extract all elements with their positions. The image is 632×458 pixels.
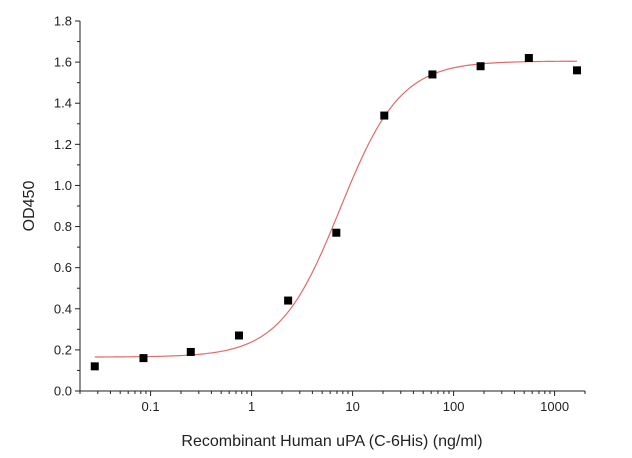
y-tick-label: 1.0 — [54, 178, 72, 193]
data-point — [428, 70, 437, 79]
data-point — [332, 228, 341, 237]
data-point — [524, 54, 533, 62]
y-tick-label: 0.2 — [54, 342, 72, 357]
plot-area — [79, 21, 585, 392]
y-tick-label: 0.0 — [54, 384, 72, 399]
data-point — [234, 331, 243, 340]
y-tick-label: 0.4 — [54, 301, 72, 316]
y-ticks: 0.0 0.2 0.4 0.6 0.8 1.0 1.2 1.4 1.6 1.8 — [54, 14, 80, 399]
x-tick-label: 1 — [248, 399, 255, 414]
x-tick-label: 0.1 — [142, 399, 160, 414]
y-axis-label: OD450 — [21, 181, 38, 232]
data-point — [284, 296, 293, 305]
fit-curve — [94, 60, 578, 358]
y-tick-label: 1.8 — [54, 14, 72, 29]
y-tick-label: 0.8 — [54, 219, 72, 234]
data-point — [380, 111, 389, 120]
data-point — [476, 62, 485, 71]
data-points — [90, 54, 582, 371]
y-tick-label: 1.4 — [54, 96, 72, 111]
x-ticks: 0.1 1 10 100 1000 — [79, 391, 586, 414]
data-point — [573, 66, 582, 75]
data-point — [90, 362, 99, 371]
data-point — [139, 354, 148, 363]
x-tick-label: 10 — [345, 399, 359, 414]
data-point — [186, 347, 195, 356]
x-axis-label: Recombinant Human uPA (C-6His) (ng/ml) — [181, 433, 482, 450]
x-tick-label: 1000 — [540, 399, 569, 414]
x-tick-label: 100 — [443, 399, 465, 414]
y-tick-label: 1.2 — [54, 137, 72, 152]
y-tick-label: 1.6 — [54, 55, 72, 70]
y-tick-label: 0.6 — [54, 260, 72, 275]
